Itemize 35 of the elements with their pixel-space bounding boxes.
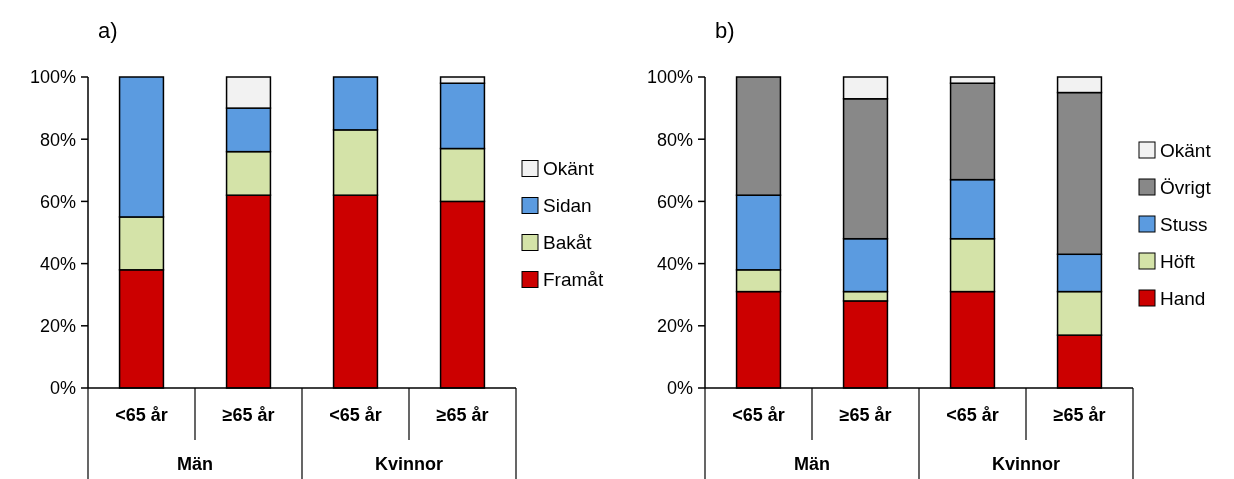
- y-tick-label: 80%: [39, 129, 76, 150]
- y-tick-label: 0%: [666, 378, 693, 399]
- y-tick-label: 40%: [39, 253, 76, 274]
- y-tick-label: 100%: [646, 67, 693, 88]
- legend-label: Stuss: [1160, 213, 1208, 235]
- text: Män: [794, 454, 830, 474]
- legend-label: Övrigt: [1160, 176, 1212, 198]
- x-tick-label: ≥65 år: [222, 405, 275, 425]
- y-tick-label: 20%: [656, 316, 693, 337]
- text: Kvinnor: [374, 454, 444, 474]
- x-tick-label: ≥65 år: [1053, 405, 1106, 425]
- y-tick-label: 60%: [39, 191, 76, 212]
- text: Män: [177, 454, 213, 474]
- legend-label: Bakåt: [543, 232, 593, 254]
- x-tick-label: <65 år: [946, 405, 999, 425]
- legend-label: Okänt: [1160, 139, 1212, 161]
- text: Kvinnor: [991, 454, 1061, 474]
- legend-label: Hand: [1160, 287, 1206, 309]
- chart-title: a): [98, 18, 118, 43]
- y-tick-label: 20%: [39, 316, 76, 337]
- legend-label: Framåt: [543, 269, 604, 291]
- x-tick-label: <65 år: [329, 405, 382, 425]
- y-tick-label: 60%: [656, 191, 693, 212]
- x-tick-label: ≥65 år: [436, 405, 489, 425]
- y-tick-label: 80%: [656, 129, 693, 150]
- legend-label: Höft: [1160, 250, 1196, 272]
- y-tick-label: 0%: [49, 378, 76, 399]
- legend-label: Okänt: [543, 158, 595, 180]
- chart-title: b): [715, 18, 735, 43]
- x-tick-label: <65 år: [732, 405, 785, 425]
- x-tick-label: ≥65 år: [839, 405, 892, 425]
- y-tick-label: 40%: [656, 253, 693, 274]
- legend-label: Sidan: [543, 195, 592, 217]
- y-tick-label: 100%: [29, 67, 76, 88]
- x-tick-label: <65 år: [115, 405, 168, 425]
